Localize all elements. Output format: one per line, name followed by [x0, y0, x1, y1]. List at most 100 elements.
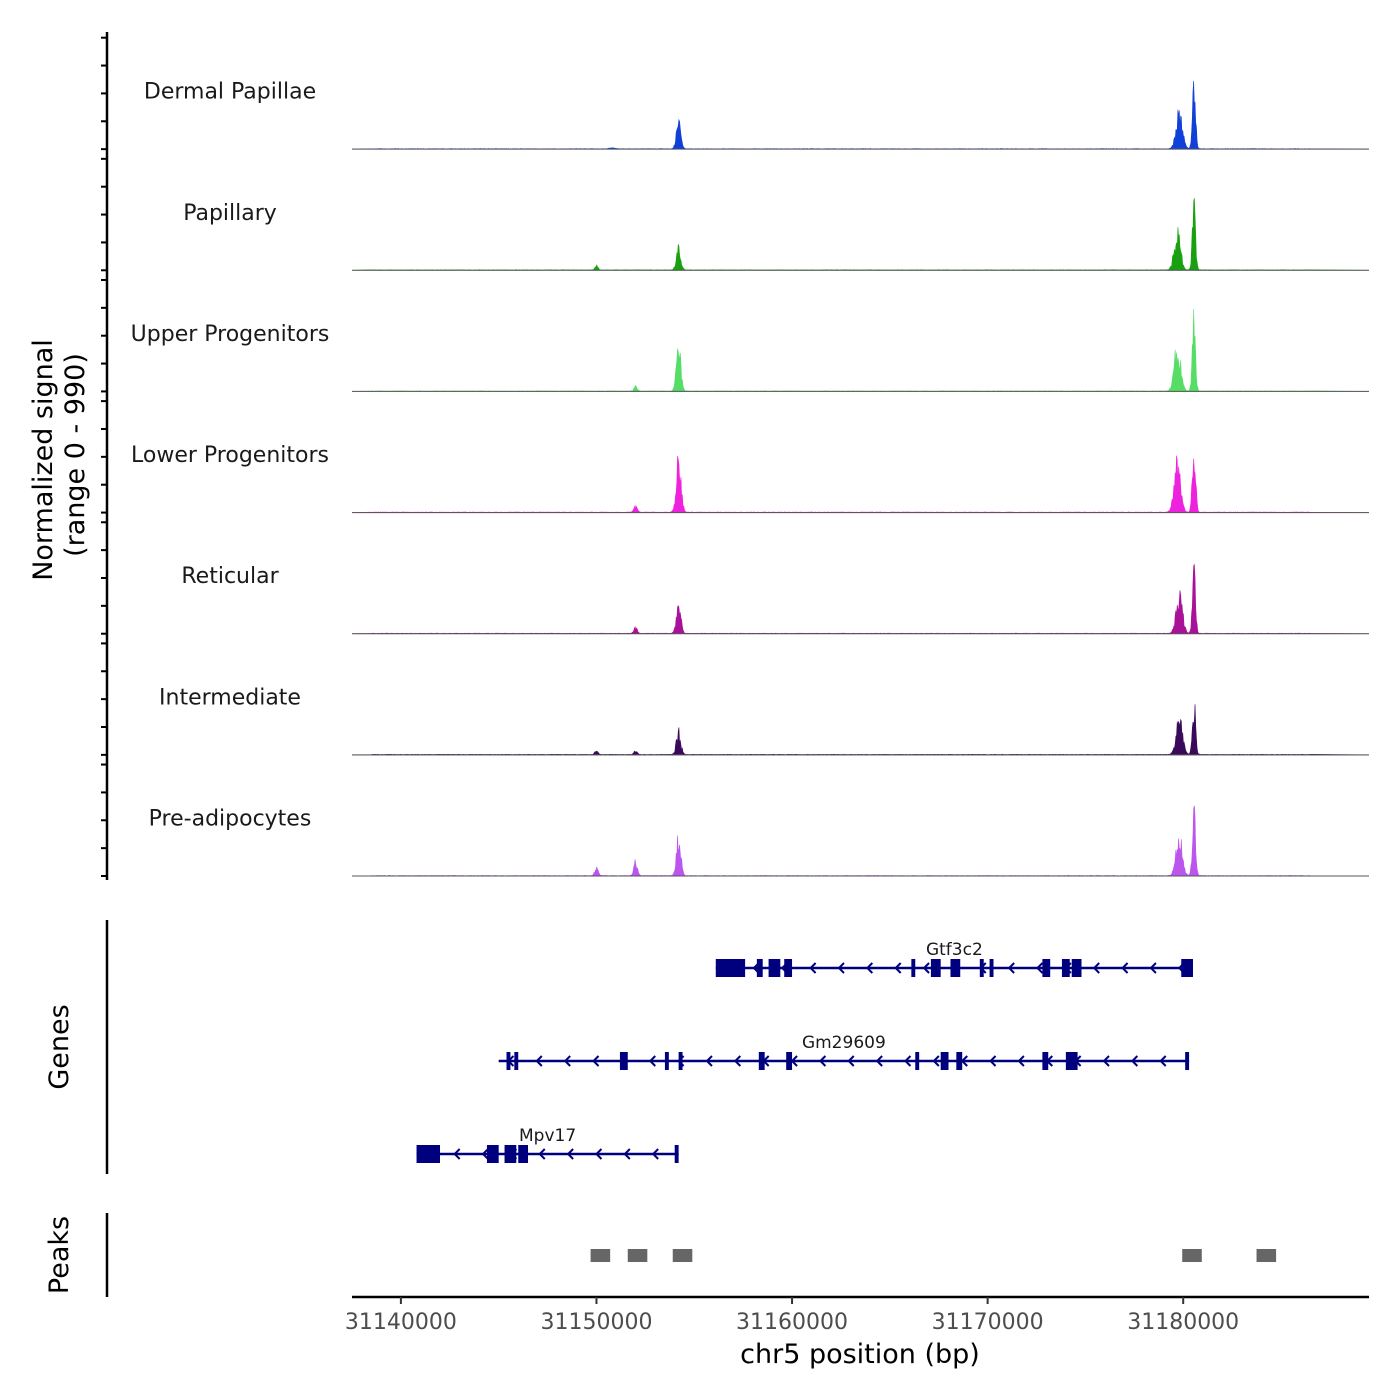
signal-track-label: Pre-adipocytes — [149, 806, 312, 831]
gene-strand-arrow — [904, 1055, 912, 1067]
signal-track: Dermal Papillae — [144, 80, 1370, 150]
signal-track-label: Intermediate — [159, 685, 301, 710]
gene-exon — [1042, 1052, 1049, 1070]
gene-strand-arrow — [538, 1148, 546, 1160]
gene-exon — [1181, 959, 1193, 977]
gene-exon — [1061, 959, 1070, 977]
gene-strand-arrow — [566, 1148, 574, 1160]
gene-strand-arrow — [932, 1055, 940, 1067]
gene-strand-arrow — [1130, 1055, 1139, 1067]
gene-exon — [514, 1052, 519, 1070]
gene-strand-arrow — [1121, 962, 1129, 974]
x-axis-ticks: 31140000 31150000 31160000 31170000 31180000 — [345, 1297, 1239, 1335]
gene-strand-arrow — [875, 1055, 883, 1067]
gene-strand-arrow — [1092, 962, 1100, 974]
gene-name-label: Gtf3c2 — [926, 940, 983, 960]
signal-track: Pre-adipocytes — [149, 805, 1370, 877]
gene-exon — [930, 959, 941, 977]
gene-strand-arrow — [989, 1055, 997, 1067]
x-axis-title: chr5 position (bp) — [740, 1339, 980, 1370]
gene-strand-arrow — [453, 1148, 461, 1160]
x-axis-tick-label: 31150000 — [540, 1310, 652, 1335]
gene-exon — [768, 959, 781, 977]
x-axis-tick-label: 31170000 — [932, 1310, 1044, 1335]
gene-strand-arrow — [922, 962, 930, 974]
gene-strand-arrow — [733, 1055, 742, 1067]
peak-region — [590, 1249, 611, 1262]
gene-exon — [784, 959, 793, 977]
gene-strand-arrow — [1102, 1055, 1110, 1067]
gene-strand-arrow — [1159, 1055, 1167, 1067]
signal-y-axis-title-line1: Normalized signal — [28, 339, 59, 581]
gene-exon — [504, 1145, 517, 1163]
gene-strand-arrow — [648, 1055, 656, 1067]
gene-exon — [715, 959, 746, 977]
gene-exon — [506, 1052, 511, 1070]
peaks-axis-title: Peaks — [44, 1216, 75, 1294]
gene-exon — [1071, 959, 1082, 977]
gene-exon — [674, 1145, 679, 1163]
signal-track-label: Reticular — [181, 564, 279, 589]
gene-strand-arrow — [563, 1055, 571, 1067]
gene-strand-arrow — [1017, 1055, 1025, 1067]
gene-exon — [664, 1052, 669, 1070]
gene-exon — [756, 959, 763, 977]
gene-model: Gtf3c2 — [715, 940, 1193, 977]
gene-exon — [486, 1145, 499, 1163]
gene-exon — [1185, 1052, 1190, 1070]
gene-exon — [956, 1052, 963, 1070]
gene-strand-arrow — [847, 1055, 855, 1067]
signal-track-label: Dermal Papillae — [144, 80, 316, 105]
gene-name-label: Mpv17 — [519, 1126, 576, 1146]
gene-strand-arrow — [837, 962, 845, 974]
peak-region — [672, 1249, 693, 1262]
peak-regions — [590, 1249, 1277, 1262]
signal-track: Intermediate — [159, 685, 1370, 756]
signal-track-label: Upper Progenitors — [131, 322, 330, 347]
signal-track-area — [351, 704, 1370, 756]
signal-track-area — [351, 455, 1370, 513]
gene-exon — [416, 1145, 441, 1163]
gene-strand-arrow — [1007, 962, 1015, 974]
gene-strand-arrow — [595, 1148, 603, 1160]
signal-tracks: Dermal Papillae Papillary Upper Progenitor… — [131, 80, 1370, 877]
gene-exon — [989, 959, 994, 977]
gene-exon — [915, 1052, 920, 1070]
peak-region — [1256, 1249, 1277, 1262]
signal-track-area — [351, 805, 1370, 877]
signal-track: Reticular — [181, 563, 1370, 635]
signal-track: Lower Progenitors — [131, 443, 1370, 514]
signal-track-area — [351, 198, 1370, 271]
signal-track-label: Papillary — [183, 201, 277, 226]
peak-region — [627, 1249, 648, 1262]
gene-model: Mpv17 — [416, 1126, 679, 1163]
gene-exon — [786, 1052, 793, 1070]
x-axis-tick-label: 31140000 — [345, 1310, 457, 1335]
signal-track: Upper Progenitors — [131, 309, 1370, 392]
gene-exon — [1065, 1052, 1078, 1070]
gene-strand-arrow — [592, 1055, 600, 1067]
gene-strand-arrow — [623, 1148, 631, 1160]
gene-models: Gtf3c2 Gm29609 Mpv17 — [416, 940, 1193, 1163]
gene-exon — [758, 1052, 765, 1070]
gene-strand-arrow — [1036, 962, 1044, 974]
signal-track-area — [351, 309, 1370, 392]
signal-track-label: Lower Progenitors — [131, 443, 329, 468]
gene-exon — [1042, 959, 1051, 977]
gene-strand-arrow — [1149, 962, 1157, 974]
peak-region — [1182, 1249, 1202, 1262]
gene-exon — [979, 959, 984, 977]
gene-strand-arrow — [894, 962, 902, 974]
gene-exon — [678, 1052, 683, 1070]
signal-track: Papillary — [183, 198, 1370, 271]
genes-axis-title: Genes — [44, 1004, 75, 1089]
signal-y-axis-ticks — [101, 36, 107, 877]
gene-exon — [619, 1052, 628, 1070]
gene-name-label: Gm29609 — [802, 1033, 886, 1053]
gene-exon — [950, 959, 961, 977]
gene-strand-arrow — [865, 962, 874, 974]
gene-strand-arrow — [705, 1055, 713, 1067]
gene-exon — [911, 959, 916, 977]
gene-exon — [518, 1145, 529, 1163]
